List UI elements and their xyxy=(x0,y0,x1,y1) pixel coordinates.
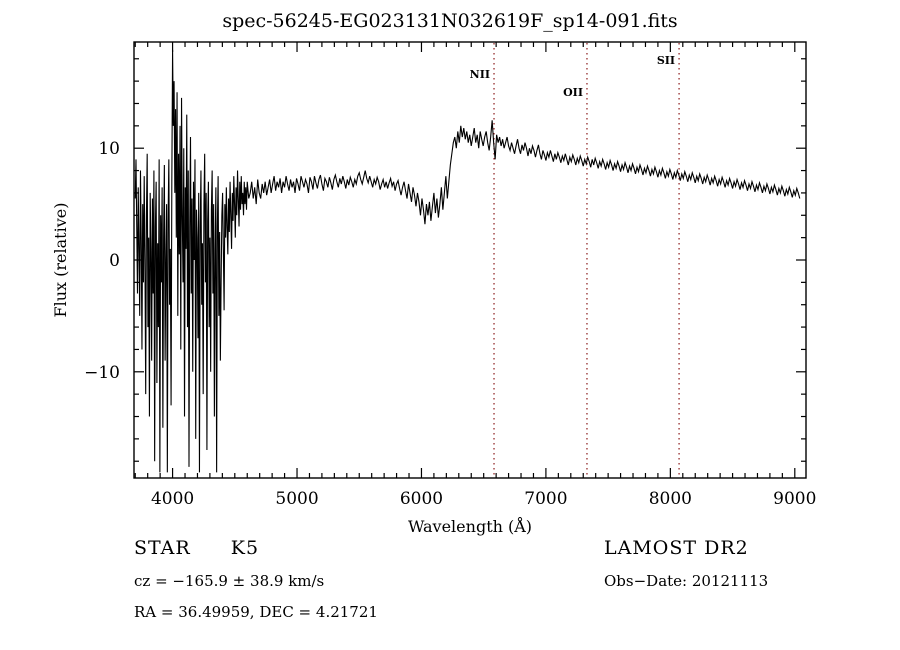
x-tick-label: 8000 xyxy=(649,489,692,509)
footer-survey: LAMOST DR2 xyxy=(604,537,749,559)
y-tick-label: 0 xyxy=(109,251,120,271)
x-tick-label: 6000 xyxy=(400,489,443,509)
line-marker-label-nii: NII xyxy=(470,68,490,81)
x-tick-label: 4000 xyxy=(151,489,194,509)
x-tick-label: 5000 xyxy=(275,489,318,509)
y-tick-label: 10 xyxy=(98,139,120,159)
footer-object-type: STAR K5 xyxy=(134,537,259,559)
y-tick-label: −10 xyxy=(84,363,120,383)
x-axis-title: Wavelength (Å) xyxy=(408,516,532,536)
y-axis-title: Flux (relative) xyxy=(51,203,70,318)
y-axis-ticks xyxy=(134,58,806,462)
spectrum-trace xyxy=(134,49,801,473)
plot-frame xyxy=(133,41,807,479)
x-tick-label: 7000 xyxy=(524,489,567,509)
object-type-label: STAR xyxy=(134,537,191,559)
line-marker-label-sii: SII xyxy=(657,54,675,67)
x-tick-label: 9000 xyxy=(773,489,816,509)
line-marker-label-oii: OII xyxy=(563,86,583,99)
x-axis-ticks xyxy=(134,42,796,478)
page-title: spec-56245-EG023131N032619F_sp14-091.fit… xyxy=(222,10,678,32)
footer-obs-date: Obs−Date: 20121113 xyxy=(604,572,769,590)
spectral-class-label: K5 xyxy=(230,537,260,559)
footer-cz: cz = −165.9 ± 38.9 km/s xyxy=(134,572,325,590)
footer-coordinates: RA = 36.49959, DEC = 4.21721 xyxy=(134,603,378,621)
